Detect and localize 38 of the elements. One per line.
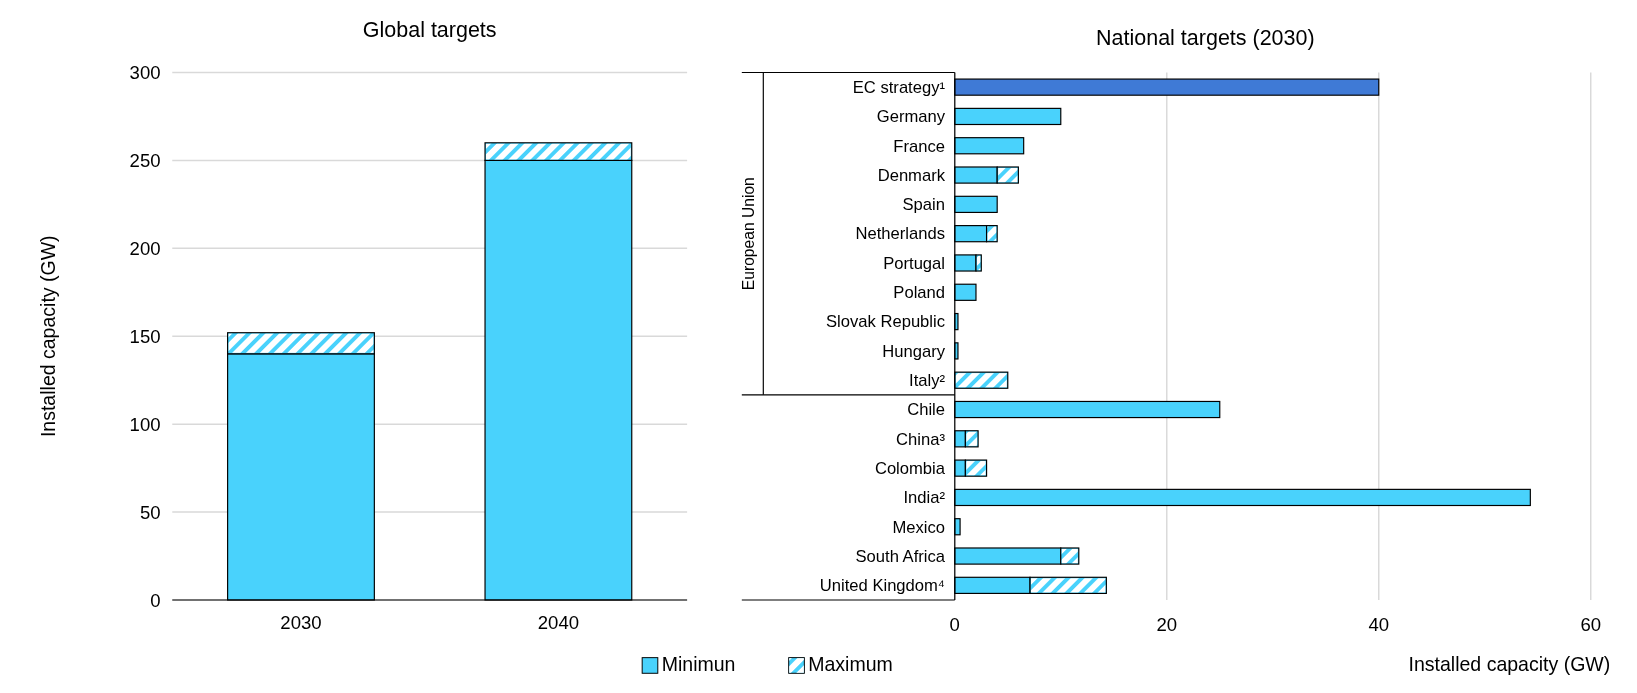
chart-title: National targets (2030): [1096, 26, 1315, 51]
y-tick-label: Mexico: [892, 517, 946, 537]
x-tick-label: 2030: [280, 612, 322, 634]
legend-label: Maximum: [808, 653, 893, 676]
y-tick-label: Slovak Republic: [826, 312, 946, 332]
y-tick-label: 200: [129, 237, 161, 259]
y-tick-label: 150: [129, 325, 161, 347]
y-tick-label: Denmark: [877, 165, 946, 185]
y-tick-label: Germany: [876, 107, 946, 127]
legend-label: Minimun: [661, 653, 736, 676]
x-tick-label: 40: [1368, 614, 1390, 636]
x-axis-title: Installed capacity (GW): [1408, 653, 1611, 676]
y-tick-label: Colombia: [874, 458, 946, 478]
text: European Union: [739, 177, 757, 291]
y-tick-label: 250: [129, 149, 161, 171]
y-tick-label: Spain: [902, 195, 946, 215]
y-tick-label: Hungary: [882, 341, 946, 361]
x-tick-label: 2040: [537, 612, 580, 634]
y-tick-label: EC strategy¹: [852, 77, 946, 97]
chart-title: Global targets: [362, 18, 497, 43]
y-tick-label: India²: [903, 488, 946, 508]
y-tick-label: 50: [139, 501, 161, 523]
y-tick-label: 0: [150, 589, 161, 611]
y-tick-label: Netherlands: [855, 224, 946, 244]
y-tick-label: Italy²: [909, 371, 946, 391]
x-tick-label: 60: [1580, 614, 1602, 636]
y-tick-label: South Africa: [855, 546, 946, 566]
y-tick-label: France: [893, 136, 946, 156]
y-tick-label: Poland: [893, 283, 946, 303]
y-tick-label: United Kingdom⁴: [819, 576, 946, 596]
y-tick-label: Chile: [907, 400, 946, 420]
y-tick-label: 100: [129, 413, 161, 435]
y-tick-label: China³: [896, 429, 946, 449]
y-tick-label: Portugal: [883, 253, 946, 273]
x-tick-label: 0: [949, 614, 960, 636]
y-axis-title: Installed capacity (GW): [37, 235, 60, 438]
x-tick-label: 20: [1156, 614, 1178, 636]
y-tick-label: 300: [129, 61, 161, 83]
